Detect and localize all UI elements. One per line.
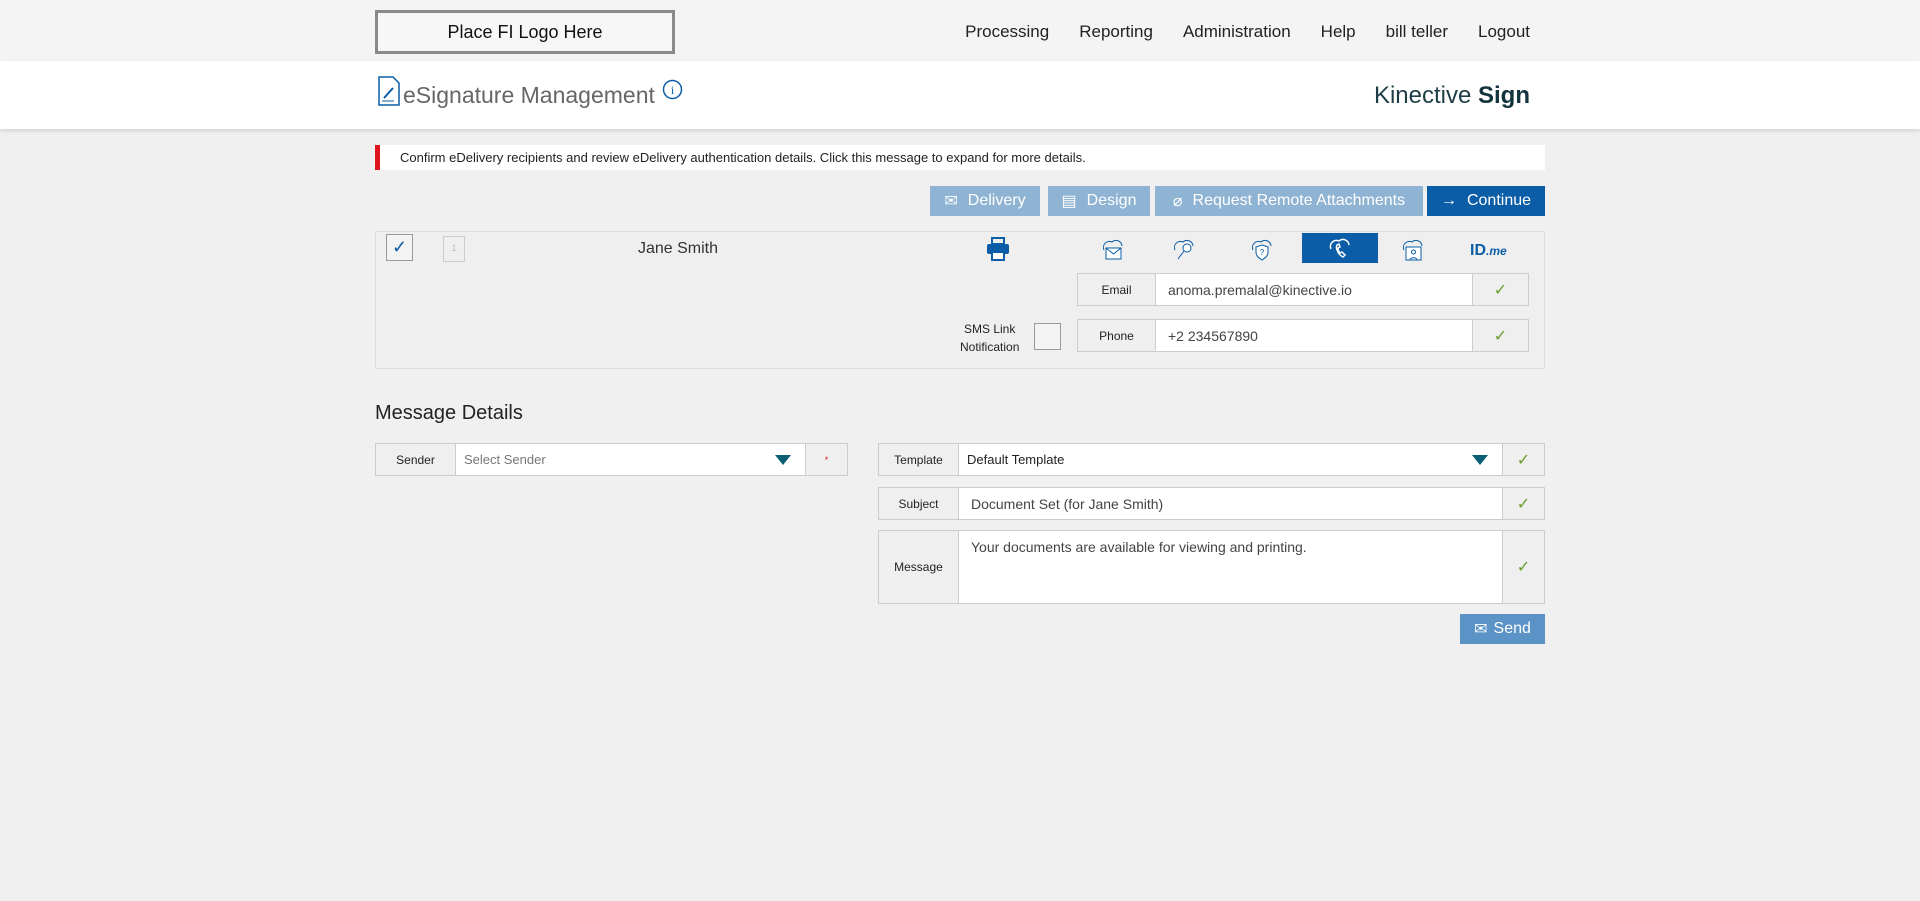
attachments-label: Request Remote Attachments <box>1192 192 1406 209</box>
check-icon: ✓ <box>1502 531 1544 603</box>
email-cloud-icon[interactable] <box>1098 236 1128 262</box>
check-icon: ✓ <box>1502 488 1544 519</box>
design-button[interactable]: ▤ Design <box>1048 186 1150 216</box>
chevron-down-icon <box>1472 454 1488 465</box>
brand-logo: Kinective Sign <box>1374 82 1530 110</box>
phone-field[interactable]: +2 234567890 <box>1168 327 1258 344</box>
delivery-label: Delivery <box>967 192 1026 209</box>
key-cloud-icon[interactable] <box>1169 236 1199 262</box>
nav-help[interactable]: Help <box>1320 22 1356 41</box>
sms-notification-checkbox[interactable] <box>1034 323 1061 350</box>
idme-logo[interactable]: ID.me <box>1470 242 1507 260</box>
title-bar <box>0 61 1920 129</box>
paperclip-icon: ⌀ <box>1172 193 1183 210</box>
phone-auth-tab-active[interactable] <box>1302 233 1378 263</box>
email-label: Email <box>1078 274 1156 305</box>
message-textarea[interactable]: Your documents are available for viewing… <box>971 539 1307 555</box>
template-value: Default Template <box>967 452 1065 467</box>
nav-logout[interactable]: Logout <box>1478 22 1530 41</box>
document-number-icon: 1 <box>443 236 465 262</box>
chevron-down-icon <box>775 454 791 465</box>
phone-row: Phone +2 234567890 ✓ <box>1077 319 1529 352</box>
envelope-cloud-icon: ✉ <box>1474 621 1488 638</box>
nav-user[interactable]: bill teller <box>1385 22 1448 41</box>
sender-row: Sender Select Sender * <box>375 443 848 476</box>
email-field[interactable]: anoma.premalal@kinective.io <box>1168 281 1352 298</box>
printer-icon[interactable] <box>983 236 1013 262</box>
sms-notification-label: SMS Link Notification <box>960 320 1019 356</box>
subject-row: Subject Document Set (for Jane Smith) ✓ <box>878 487 1545 520</box>
subject-label: Subject <box>879 488 959 519</box>
signature-document-icon <box>378 76 400 106</box>
send-button[interactable]: ✉ Send <box>1460 614 1545 644</box>
continue-label: Continue <box>1466 192 1532 209</box>
check-icon: ✓ <box>1472 320 1528 351</box>
request-attachments-button[interactable]: ⌀ Request Remote Attachments <box>1155 186 1423 216</box>
nav-reporting[interactable]: Reporting <box>1079 22 1153 41</box>
continue-button[interactable]: → Continue <box>1427 186 1545 216</box>
phone-label: Phone <box>1078 320 1156 351</box>
svg-text:i: i <box>671 83 675 97</box>
info-icon[interactable]: i <box>662 79 683 100</box>
check-icon: ✓ <box>1472 274 1528 305</box>
idme-id: ID <box>1470 242 1486 259</box>
top-bar <box>0 0 1920 61</box>
nav-administration[interactable]: Administration <box>1182 22 1291 41</box>
required-mark: * <box>805 444 847 475</box>
message-details-heading: Message Details <box>375 402 523 424</box>
sender-placeholder: Select Sender <box>464 452 546 467</box>
fi-logo-placeholder: Place FI Logo Here <box>375 10 675 54</box>
id-card-cloud-icon[interactable] <box>1398 236 1428 262</box>
subject-field[interactable]: Document Set (for Jane Smith) <box>971 495 1164 512</box>
template-row: Template Default Template ✓ <box>878 443 1545 476</box>
nav-processing[interactable]: Processing <box>965 22 1050 41</box>
arrow-right-icon: → <box>1440 192 1457 209</box>
brand-bold: Sign <box>1478 82 1530 109</box>
email-row: Email anoma.premalal@kinective.io ✓ <box>1077 273 1529 306</box>
sender-select[interactable]: Select Sender <box>456 444 805 475</box>
recipient-checkbox[interactable]: ✓ <box>386 234 413 261</box>
envelope-cloud-icon: ✉ <box>944 193 958 210</box>
design-label: Design <box>1086 192 1137 209</box>
phone-cloud-icon <box>1329 238 1350 258</box>
sms-label-line1: SMS Link <box>964 322 1016 336</box>
page-title: eSignature Management <box>403 82 655 108</box>
main-nav: Processing Reporting Administration Help… <box>965 22 1530 42</box>
send-label: Send <box>1493 620 1531 637</box>
brand-light: Kinective <box>1373 82 1472 109</box>
svg-text:?: ? <box>1260 248 1265 257</box>
sms-label-line2: Notification <box>960 340 1020 354</box>
check-icon: ✓ <box>1502 444 1544 475</box>
question-shield-icon[interactable]: ? <box>1247 236 1277 262</box>
sender-label: Sender <box>376 444 456 475</box>
message-label: Message <box>879 531 959 603</box>
template-select[interactable]: Default Template <box>959 444 1502 475</box>
delivery-button[interactable]: ✉ Delivery <box>930 186 1040 216</box>
alert-message[interactable]: Confirm eDelivery recipients and review … <box>375 145 1545 170</box>
template-label: Template <box>879 444 959 475</box>
recipient-name: Jane Smith <box>637 240 719 257</box>
message-row: Message Your documents are available for… <box>878 530 1545 604</box>
document-icon: ▤ <box>1061 193 1077 210</box>
idme-me: .me <box>1486 244 1507 258</box>
